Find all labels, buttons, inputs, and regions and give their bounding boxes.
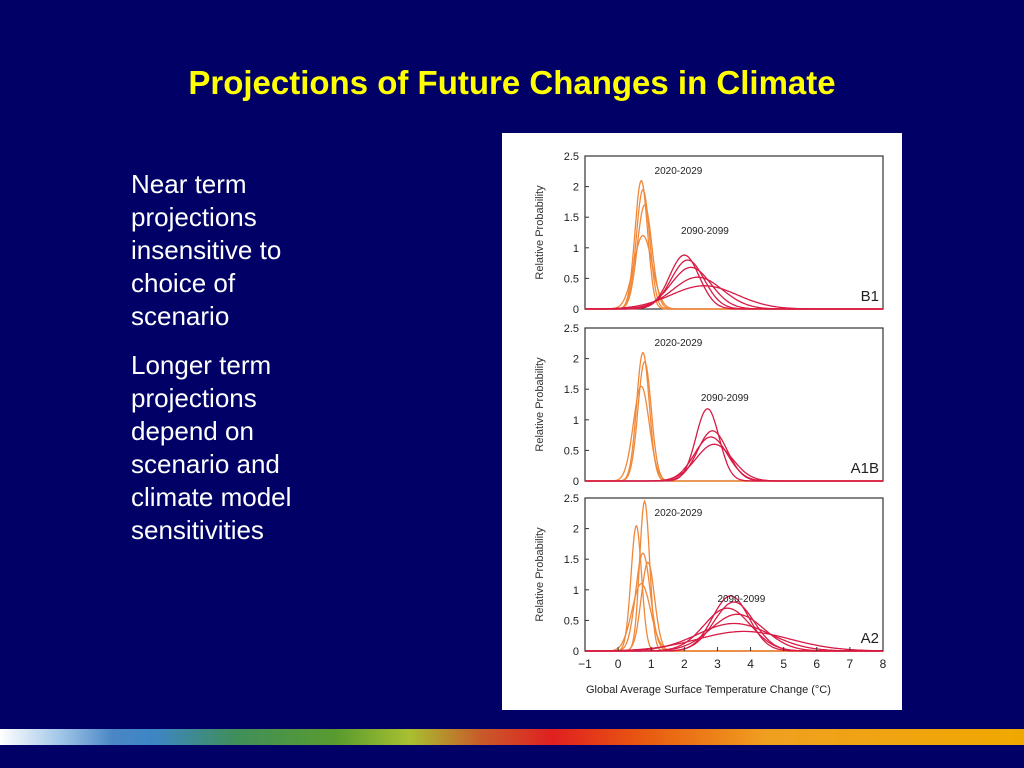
panel-a2-xtick-label: 2 bbox=[681, 657, 688, 671]
bullet-list: Near term projections insensitive to cho… bbox=[131, 168, 371, 563]
panel-a1b-series-label: 2020-2029 bbox=[655, 338, 703, 349]
panel-a2-xtick-label: 3 bbox=[714, 657, 721, 671]
bullet-long-term: Longer term projections depend on scenar… bbox=[131, 350, 292, 545]
panel-a2-2020-2029-curve bbox=[585, 499, 883, 652]
panel-a2-ylabel: Relative Probability bbox=[534, 527, 546, 622]
panel-a1b-ytick-label: 2.5 bbox=[564, 323, 579, 335]
panel-a2-ytick-label: 2 bbox=[573, 524, 579, 536]
panel-b1-2090-2099-curve bbox=[585, 285, 883, 310]
panel-a1b-2090-2099-curve bbox=[585, 443, 883, 482]
panel-a2-xtick-label: −1 bbox=[578, 657, 592, 671]
panel-a2-2090-2099-curve bbox=[585, 630, 883, 652]
slide-title: Projections of Future Changes in Climate bbox=[188, 64, 836, 101]
panel-a2-ytick-label: 2.5 bbox=[564, 493, 579, 505]
panel-a1b-plot-frame bbox=[584, 327, 884, 482]
panel-a1b-ytick-label: 0 bbox=[573, 476, 579, 488]
panel-a1b-ytick-label: 2 bbox=[573, 354, 579, 366]
probability-figure: 2.5 2 1.5 1 0.5 0 Relative Probability 2020-202… bbox=[502, 133, 902, 710]
panel-a1b-2090-2099-curve bbox=[585, 436, 883, 482]
panel-b1-ytick-label: 1 bbox=[573, 243, 579, 255]
panel-a2-2020-2029-curve bbox=[585, 561, 883, 652]
panel-b1-series-label: 2020-2029 bbox=[655, 166, 703, 177]
panel-a2-ytick-label: 1 bbox=[573, 585, 579, 597]
panel-b1-ytick-label: 0.5 bbox=[564, 273, 579, 285]
panel-a2-xtick-label: 7 bbox=[847, 657, 854, 671]
probability-chart: 2.5 2 1.5 1 0.5 0 Relative Probability 2020-202… bbox=[534, 151, 887, 696]
panel-a1b-ytick-label: 1 bbox=[573, 415, 579, 427]
panel-a1b-scenario-label: A1B bbox=[851, 460, 879, 477]
panel-a2-xtick-label: 1 bbox=[648, 657, 655, 671]
panel-a2-xtick-label: 8 bbox=[880, 657, 887, 671]
panel-b1-2020-2029-curve bbox=[585, 188, 883, 310]
panel-a1b-ytick-label: 1.5 bbox=[564, 384, 579, 396]
panel-a2-ytick-label: 0.5 bbox=[564, 615, 579, 627]
panel-a1b-series-label: 2090-2099 bbox=[701, 393, 749, 404]
panel-a2-xtick-label: 5 bbox=[780, 657, 787, 671]
decorative-gradient-bar bbox=[0, 729, 1024, 745]
panel-b1-ytick-label: 1.5 bbox=[564, 212, 579, 224]
panel-a2-xtick-label: 0 bbox=[615, 657, 622, 671]
panel-a2-series-label: 2020-2029 bbox=[655, 508, 703, 519]
panel-a1b-2090-2099-curve bbox=[585, 430, 883, 482]
panel-a1b-ytick-label: 0.5 bbox=[564, 445, 579, 457]
panel-b1-series-label: 2090-2099 bbox=[681, 226, 729, 237]
panel-b1-ytick-label: 2.5 bbox=[564, 151, 579, 163]
panel-a2-scenario-label: A2 bbox=[861, 630, 879, 647]
panel-b1-scenario-label: B1 bbox=[861, 288, 879, 305]
panel-b1-ytick-label: 0 bbox=[573, 304, 579, 316]
panel-b1-ytick-label: 2 bbox=[573, 182, 579, 194]
panel-a2-ytick-label: 1.5 bbox=[564, 554, 579, 566]
panel-a2-ytick-label: 0 bbox=[573, 646, 579, 658]
panel-a1b-ylabel: Relative Probability bbox=[534, 357, 546, 452]
bullet-near-term: Near term projections insensitive to cho… bbox=[131, 169, 282, 331]
panel-a2-2090-2099-curve bbox=[585, 622, 883, 652]
panel-a2-plot-frame bbox=[584, 497, 884, 652]
panel-a2-series-label: 2090-2099 bbox=[717, 594, 765, 605]
panel-a1b-2020-2029-curve bbox=[585, 351, 883, 482]
panel-a2-xtick-label: 4 bbox=[747, 657, 754, 671]
chart-xlabel: Global Average Surface Temperature Chang… bbox=[586, 684, 831, 696]
panel-a2-xtick-label: 6 bbox=[813, 657, 820, 671]
panel-b1-ylabel: Relative Probability bbox=[534, 185, 546, 280]
